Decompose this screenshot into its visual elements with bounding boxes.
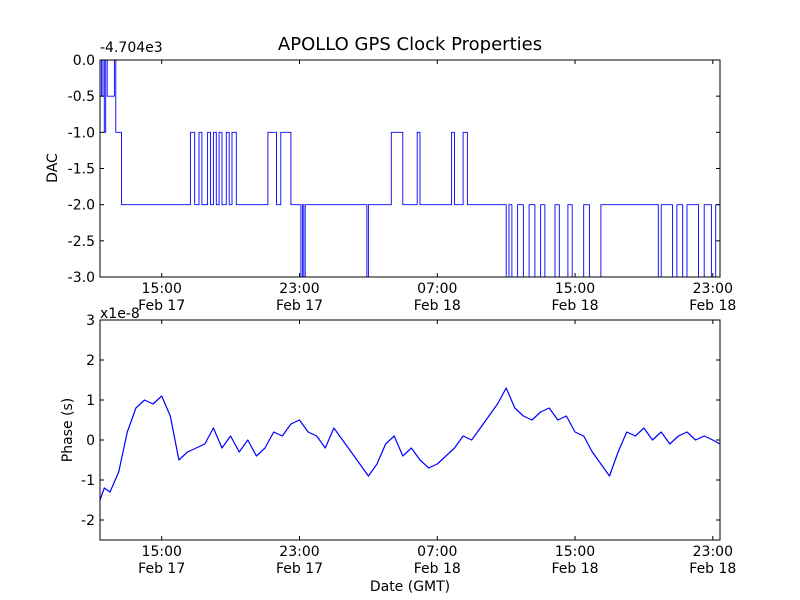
dac-y-tick-label: -1.0	[68, 125, 95, 141]
phase-y-tick-label: 1	[86, 393, 95, 409]
phase-series-line	[99, 387, 721, 501]
chart-title: APOLLO GPS Clock Properties	[278, 34, 542, 55]
phase-x-tick-time-label: 23:00	[279, 544, 319, 560]
phase-x-tick-date-label: Feb 18	[689, 561, 736, 577]
phase-y-tick-label: -2	[81, 513, 95, 529]
dac-offset-text: -4.704e3	[100, 40, 163, 56]
dac-y-tick-label: -0.5	[68, 89, 95, 105]
dac-y-tick-label: 0.0	[73, 53, 95, 69]
phase-offset-text: x1e-8	[100, 306, 140, 322]
dac-y-tick-label: -2.5	[68, 234, 95, 250]
dac-x-tick-date-label: Feb 18	[689, 298, 736, 314]
phase-x-tick-date-label: Feb 18	[414, 561, 461, 577]
dac-y-tick-label: -2.0	[68, 198, 95, 214]
phase-x-tick-date-label: Feb 18	[552, 561, 599, 577]
dac-x-tick-date-label: Feb 18	[414, 298, 461, 314]
dac-y-tick-label: -1.5	[68, 162, 95, 178]
dac-axes-frame	[99, 59, 721, 278]
phase-x-tick-date-label: Feb 17	[276, 561, 323, 577]
dac-x-tick-time-label: 23:00	[693, 281, 733, 297]
phase-x-tick-time-label: 15:00	[142, 544, 182, 560]
dac-x-tick-date-label: Feb 17	[276, 298, 323, 314]
dac-x-tick-date-label: Feb 17	[138, 298, 185, 314]
dac-x-tick-time-label: 15:00	[142, 281, 182, 297]
phase-series	[99, 387, 721, 501]
dac-panel: -4.704e3 DAC 0.0 -0.5 -1.0 -1.5 -2.0 -2.5 -3.0…	[45, 40, 736, 314]
dac-y-ticks: 0.0 -0.5 -1.0 -1.5 -2.0 -2.5 -3.0	[68, 53, 720, 286]
phase-y-tick-label: 2	[86, 353, 95, 369]
dac-y-axis-label: DAC	[45, 153, 61, 183]
dac-x-tick-time-label: 23:00	[279, 281, 319, 297]
phase-y-ticks: -2 -1 0 1 2 3	[81, 313, 720, 529]
phase-x-tick-date-label: Feb 17	[138, 561, 185, 577]
phase-y-axis-label: Phase (s)	[60, 398, 76, 462]
phase-x-tick-time-label: 07:00	[417, 544, 457, 560]
dac-y-tick-label: -3.0	[68, 270, 95, 286]
dac-x-tick-time-label: 15:00	[555, 281, 595, 297]
phase-x-tick-time-label: 23:00	[693, 544, 733, 560]
phase-axes-frame	[99, 319, 721, 541]
phase-y-tick-label: 0	[86, 433, 95, 449]
phase-x-tick-time-label: 15:00	[555, 544, 595, 560]
phase-y-tick-label: 3	[86, 313, 95, 329]
phase-y-tick-label: -1	[81, 473, 95, 489]
dac-x-tick-date-label: Feb 18	[552, 298, 599, 314]
phase-x-axis-label: Date (GMT)	[370, 579, 450, 595]
dac-x-tick-time-label: 07:00	[417, 281, 457, 297]
